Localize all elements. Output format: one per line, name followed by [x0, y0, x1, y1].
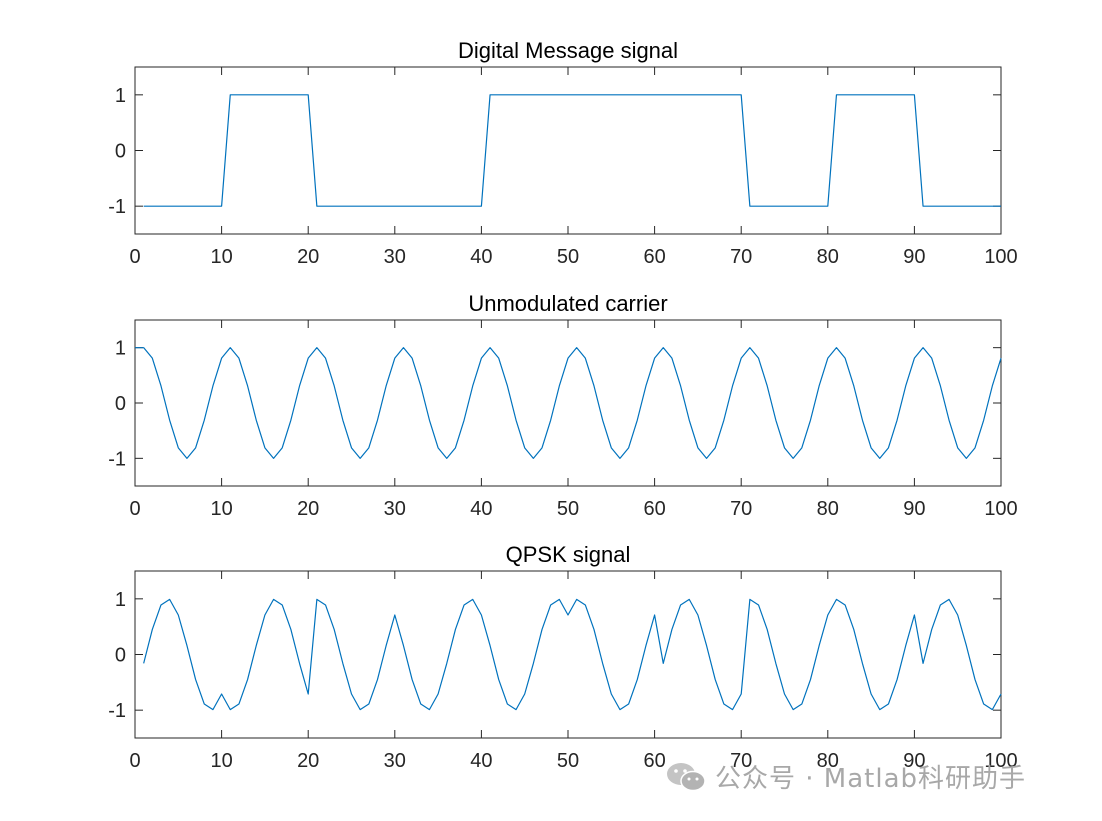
- watermark-text: 公众号 · Matlab科研助手: [715, 764, 1027, 794]
- x-tick-label: 100: [984, 246, 1017, 268]
- x-tick-label: 70: [730, 246, 752, 268]
- x-tick-label: 30: [384, 246, 406, 268]
- plot-title: QPSK signal: [506, 542, 631, 567]
- x-tick-label: 40: [470, 498, 492, 520]
- y-tick-label: 1: [115, 589, 126, 611]
- series-line: [135, 347, 1002, 459]
- x-tick-label: 0: [129, 750, 140, 772]
- x-tick-label: 0: [129, 246, 140, 268]
- x-tick-label: 50: [557, 498, 579, 520]
- x-tick-label: 60: [643, 246, 665, 268]
- watermark: 公众号 · Matlab科研助手: [665, 758, 1026, 795]
- x-tick-label: 30: [384, 498, 406, 520]
- x-tick-label: 90: [903, 750, 925, 772]
- x-tick-label: 70: [730, 498, 752, 520]
- x-tick-label: 60: [643, 750, 665, 772]
- x-tick-label: 10: [210, 750, 232, 772]
- x-tick-label: 40: [470, 750, 492, 772]
- y-tick-label: -1: [108, 448, 126, 470]
- x-tick-label: 80: [817, 750, 839, 772]
- y-tick-label: 1: [115, 338, 126, 360]
- series-line: [143, 598, 1002, 711]
- y-tick-label: 0: [115, 393, 126, 415]
- x-tick-label: 50: [557, 246, 579, 268]
- x-tick-label: 100: [984, 750, 1017, 772]
- x-tick-label: 90: [903, 498, 925, 520]
- x-tick-label: 10: [210, 498, 232, 520]
- x-tick-label: 90: [903, 246, 925, 268]
- x-tick-label: 60: [643, 498, 665, 520]
- x-tick-label: 100: [984, 498, 1017, 520]
- x-tick-label: 10: [210, 246, 232, 268]
- y-tick-label: -1: [108, 700, 126, 722]
- axes-box: [134, 319, 1002, 487]
- y-tick-label: -1: [108, 196, 126, 218]
- series-line: [143, 94, 1001, 207]
- x-tick-label: 80: [817, 246, 839, 268]
- axes-box: [134, 570, 1002, 739]
- x-tick-label: 20: [297, 246, 319, 268]
- y-tick-label: 1: [115, 85, 126, 107]
- plot-title: Digital Message signal: [458, 38, 678, 63]
- plot-title: Unmodulated carrier: [468, 291, 667, 316]
- x-tick-label: 20: [297, 498, 319, 520]
- wechat-icon: [667, 762, 706, 791]
- x-tick-label: 50: [557, 750, 579, 772]
- y-tick-label: 0: [115, 645, 126, 667]
- x-tick-label: 70: [730, 750, 752, 772]
- x-tick-label: 20: [297, 750, 319, 772]
- x-tick-label: 0: [129, 498, 140, 520]
- axes-box: [134, 66, 1002, 235]
- y-tick-label: 0: [115, 141, 126, 163]
- x-tick-label: 80: [817, 498, 839, 520]
- x-tick-label: 30: [384, 750, 406, 772]
- x-tick-label: 40: [470, 246, 492, 268]
